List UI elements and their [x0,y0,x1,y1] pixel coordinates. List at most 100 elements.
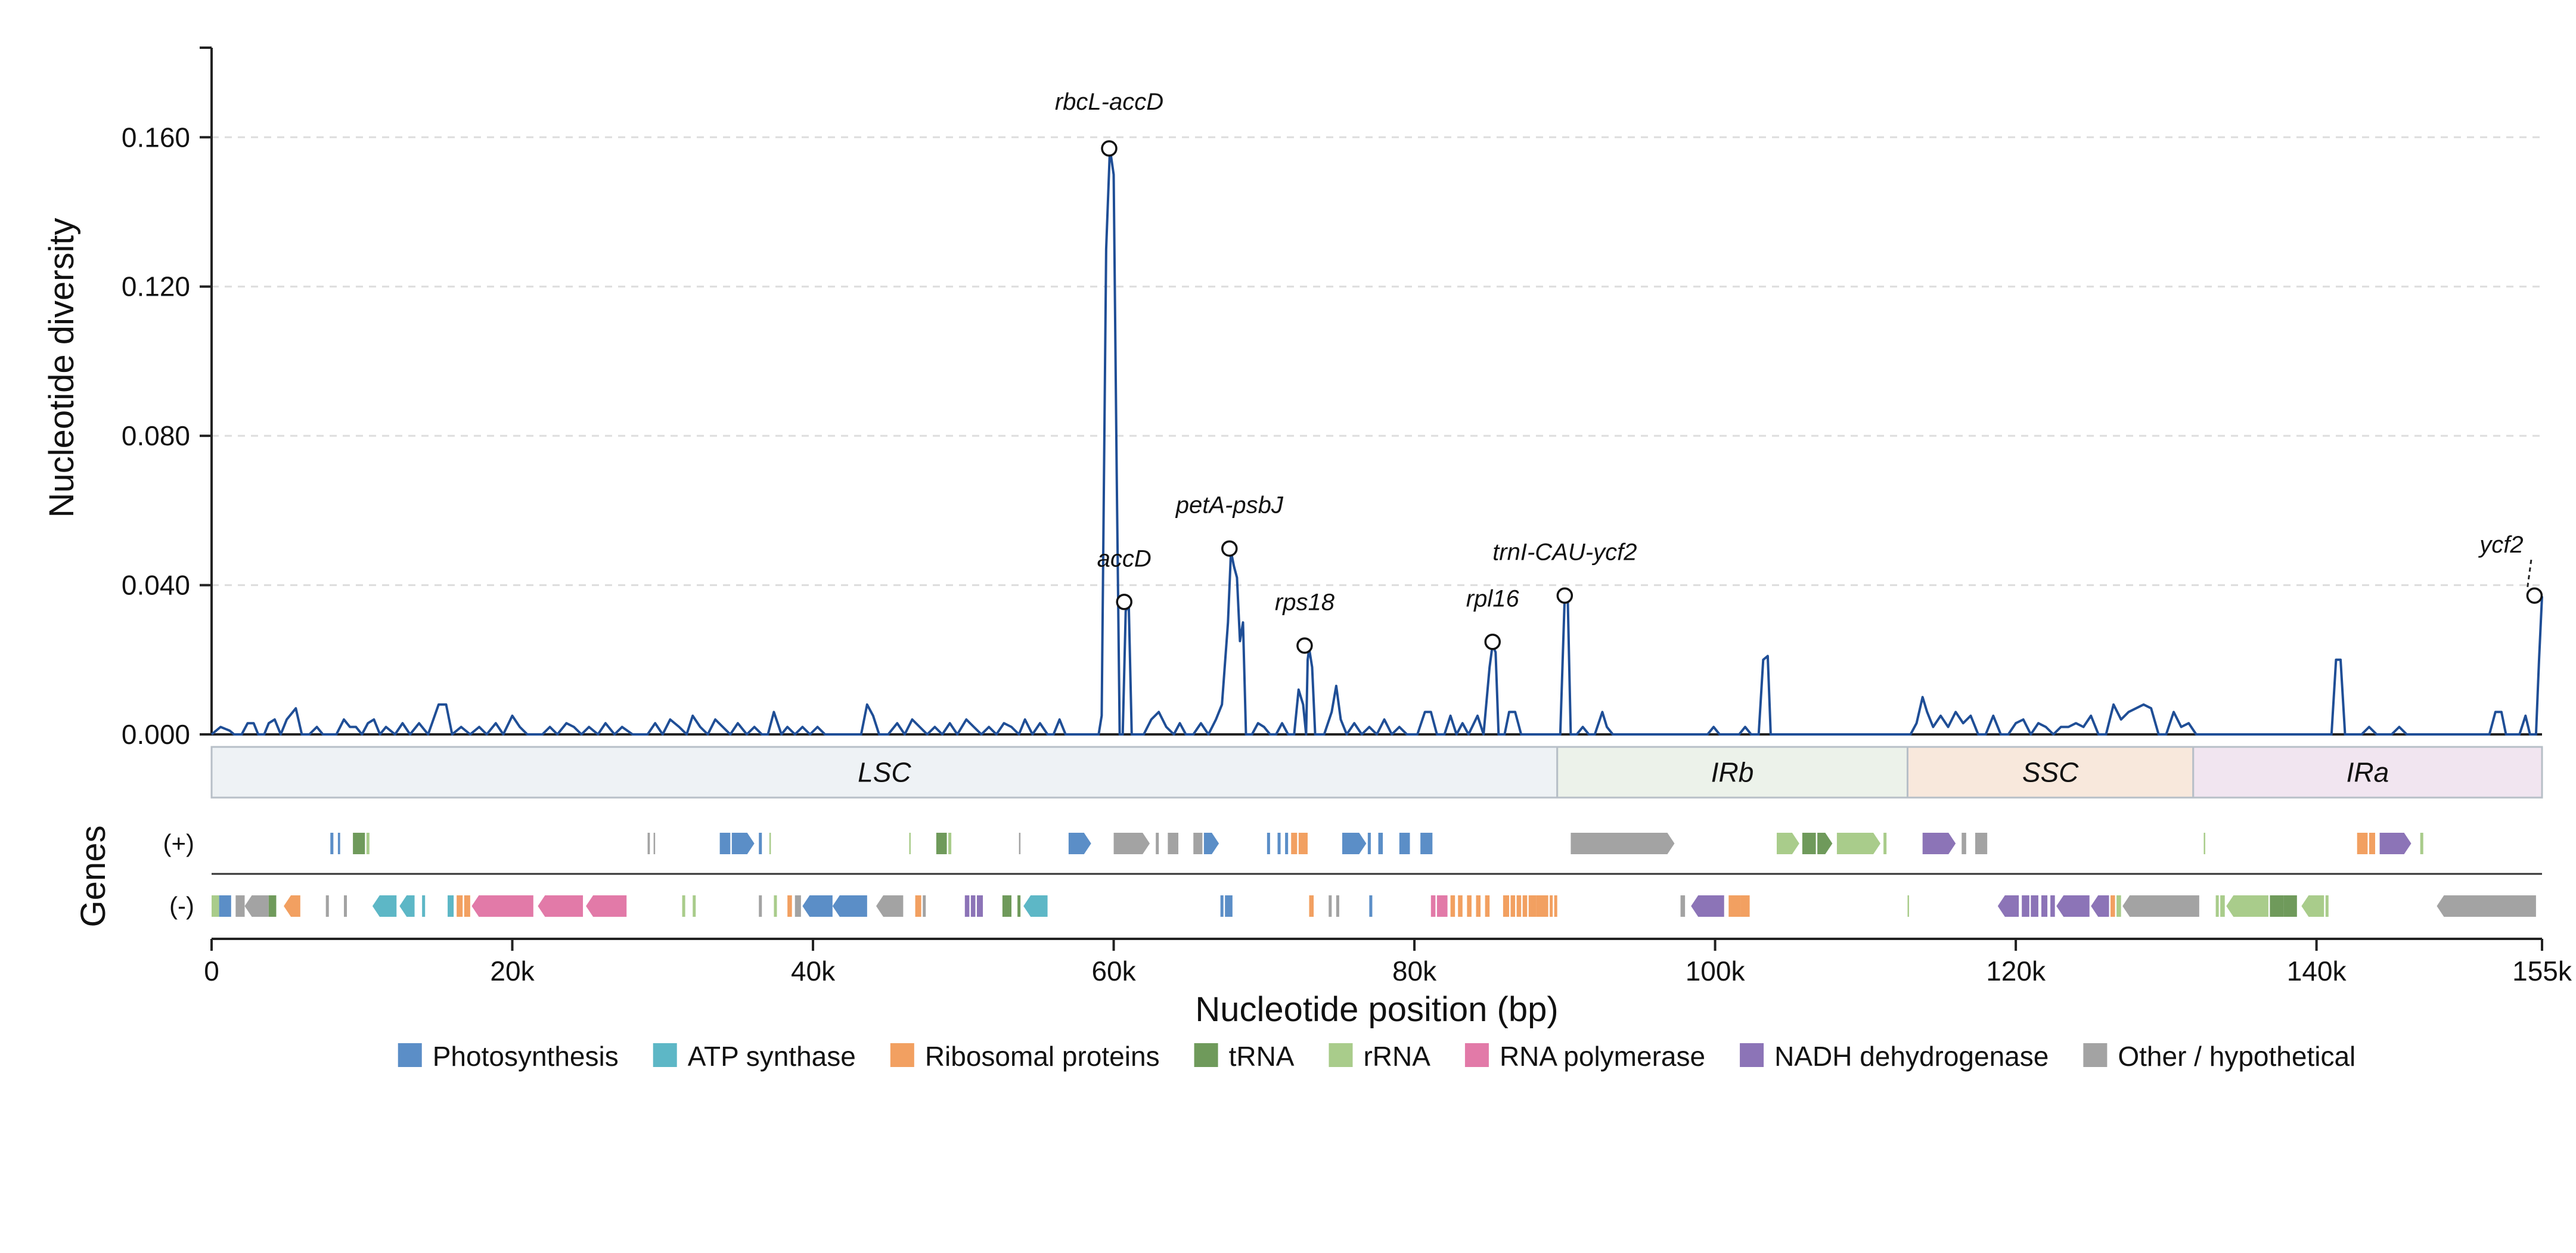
gene-feature [1975,833,1988,854]
legend-swatch [1464,1043,1489,1067]
peak-annotations: rbcL-accD accD petA-psbJ rps18 rpl16 trnI-CAU… [1055,89,2543,654]
gene-feature [1571,833,1675,854]
gene-feature [2215,895,2219,917]
gene-feature [1680,895,1686,917]
gene-feature [1420,833,1433,854]
region-IRa [2192,746,2543,799]
gene-feature [325,895,329,917]
gene-feature [1336,895,1339,917]
gene-feature [235,895,245,917]
gene-feature [1503,895,1509,917]
gene-feature [794,895,801,917]
peak-label: rbcL-accD [1055,89,1163,115]
gene-feature [330,833,334,854]
gene-feature [787,895,792,917]
legend-label: RNA polymerase [1500,1041,1705,1072]
legend-swatch [1329,1043,1353,1067]
gene-feature [343,895,347,917]
gene-feature [2325,895,2329,917]
gene-feature [964,895,970,917]
gene-feature [1285,833,1289,854]
x-tick-label: 80k [1392,956,1437,987]
gene-feature [1225,895,1233,917]
annotation-leader [2526,559,2532,589]
gene-feature [1691,895,1724,917]
region-label: IRa [2347,757,2389,788]
gene-feature [970,895,976,917]
diversity-line [210,147,2543,736]
gene-feature [976,895,983,917]
region-IRb [1556,746,1908,799]
gene-feature [2270,895,2284,917]
gene-feature [1802,833,1816,854]
gene-feature [1023,895,1048,917]
legend-label: Ribosomal proteins [925,1041,1160,1072]
gene-feature [1430,895,1436,917]
gene-feature [1467,895,1472,917]
gene-feature [586,895,627,917]
gene-track: (+) (-) [163,829,2542,920]
gene-feature [353,833,365,854]
gene-feature [366,833,370,854]
peak-marker [1296,637,1313,654]
gene-feature [1883,833,1887,854]
gene-feature [337,833,340,854]
gene-feature [1019,833,1021,854]
x-tick-label: 20k [490,956,535,987]
gene-feature [1836,833,1881,854]
gene-feature [2226,895,2268,917]
peak-marker [1484,633,1501,650]
gene-feature [682,895,685,917]
region-label: LSC [858,757,911,788]
gene-feature [1113,833,1150,854]
gene-feature [2116,895,2121,917]
gene-feature [2056,895,2090,917]
x-axis-title: Nucleotide position (bp) [1195,990,1558,1029]
gene-feature [2091,895,2109,917]
peak-label: ycf2 [2478,532,2523,558]
gene-feature [653,833,656,854]
gene-feature [1399,833,1410,854]
gene-feature [1740,895,1750,917]
legend-swatch [2083,1043,2108,1067]
gene-feature [647,833,650,854]
gene-feature [1329,895,1332,917]
grid-lines [212,136,2542,587]
y-tick-label: 0.080 [122,420,190,451]
gene-feature [2301,895,2324,917]
x-tick-label: 60k [1091,956,1136,987]
gene-feature [471,895,533,917]
axes: 0.000 0.040 0.080 0.120 0.160 0 20k 40k 60k 80k 10… [122,46,2572,987]
gene-feature [1516,895,1522,917]
gene-feature [268,895,277,917]
y-axis-title: Nucleotide diversity [42,218,81,518]
strand-label: (-) [169,892,194,920]
gene-feature [2220,895,2225,917]
gene-feature [464,895,470,917]
region-label: IRb [1711,757,1754,788]
gene-feature [1962,833,1966,854]
gene-feature [1002,895,1012,917]
gene-feature [284,895,300,917]
gene-feature [876,895,904,917]
gene-feature [769,833,771,854]
gene-feature [1510,895,1516,917]
legend-swatch [1194,1043,1218,1067]
gene-track-title: Genes [74,826,113,928]
region-LSC [210,746,1559,799]
y-tick-label: 0.160 [122,122,190,153]
gene-feature [1476,895,1481,917]
region-label: SSC [2022,757,2079,788]
gene-feature [422,895,426,917]
gene-feature [1342,833,1367,854]
gene-feature [448,895,454,917]
y-tick-label: 0.120 [122,271,190,302]
gene-feature [948,833,952,854]
gene-feature [719,833,731,854]
legend-label: ATP synthase [688,1041,856,1072]
peak-label: rps18 [1275,590,1335,616]
gene-feature [1068,833,1091,854]
peak-marker [1101,140,1118,157]
gene-feature [2050,895,2055,917]
